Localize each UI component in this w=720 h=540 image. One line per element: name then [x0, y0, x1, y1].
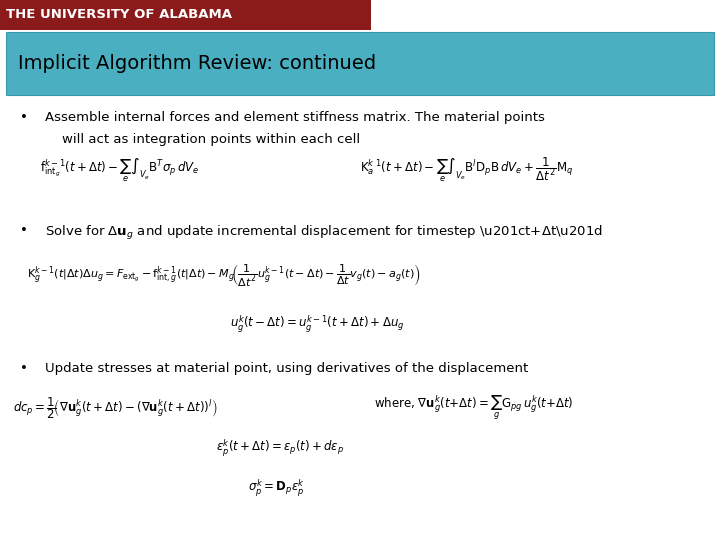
Text: $\mathrm{K}_g^{k-1}(t|\Delta t)\Delta u_g = F_{\mathrm{ext}_g} - \mathrm{f}_{\ma: $\mathrm{K}_g^{k-1}(t|\Delta t)\Delta u_…	[27, 262, 421, 288]
Text: $\mathrm{f}_{\mathrm{int}_g}^{k-1}(t+\Delta t) - \sum_e \int_{V_e} \mathrm{B}^T : $\mathrm{f}_{\mathrm{int}_g}^{k-1}(t+\De…	[40, 157, 199, 184]
Text: •: •	[20, 224, 28, 237]
Text: $\mathrm{K}_a^{k\ 1}(t+\Delta t) - \sum_e \int_{V_e} \mathrm{B}^l \mathrm{D}_p \: $\mathrm{K}_a^{k\ 1}(t+\Delta t) - \sum_…	[360, 156, 573, 184]
FancyBboxPatch shape	[0, 0, 371, 30]
Text: Solve for $\Delta\mathbf{u}_g$ and update incremental displacement for timestep : Solve for $\Delta\mathbf{u}_g$ and updat…	[45, 224, 603, 242]
Text: $\sigma_p^k = \mathbf{D}_p \varepsilon_p^k$: $\sigma_p^k = \mathbf{D}_p \varepsilon_p…	[248, 478, 305, 500]
Text: Implicit Algorithm Review: continued: Implicit Algorithm Review: continued	[18, 54, 376, 73]
Text: where, $\nabla \mathbf{u}_g^k(t{+}\Delta t) = \sum_g \mathrm{G}_{pg}\, u_g^k(t{+: where, $\nabla \mathbf{u}_g^k(t{+}\Delta…	[374, 394, 574, 422]
FancyBboxPatch shape	[6, 32, 714, 94]
Text: Update stresses at material point, using derivatives of the displacement: Update stresses at material point, using…	[45, 362, 528, 375]
Text: $dc_p = \dfrac{1}{2}\!\left(\nabla \mathbf{u}_g^k(t+\Delta t) - (\nabla \mathbf{: $dc_p = \dfrac{1}{2}\!\left(\nabla \math…	[13, 395, 217, 421]
Text: THE UNIVERSITY OF ALABAMA: THE UNIVERSITY OF ALABAMA	[6, 8, 232, 22]
Text: $u_g^k(t - \Delta t) = u_g^{k-1}(t + \Delta t) + \Delta u_g$: $u_g^k(t - \Delta t) = u_g^{k-1}(t + \De…	[230, 313, 405, 335]
Text: •: •	[20, 362, 28, 375]
Text: will act as integration points within each cell: will act as integration points within ea…	[45, 133, 360, 146]
Text: •: •	[20, 111, 28, 124]
Text: Assemble internal forces and element stiffness matrix. The material points: Assemble internal forces and element sti…	[45, 111, 544, 124]
Text: $\epsilon_p^k(t + \Delta t) = \epsilon_p(t) + d\epsilon_p$: $\epsilon_p^k(t + \Delta t) = \epsilon_p…	[216, 437, 344, 459]
